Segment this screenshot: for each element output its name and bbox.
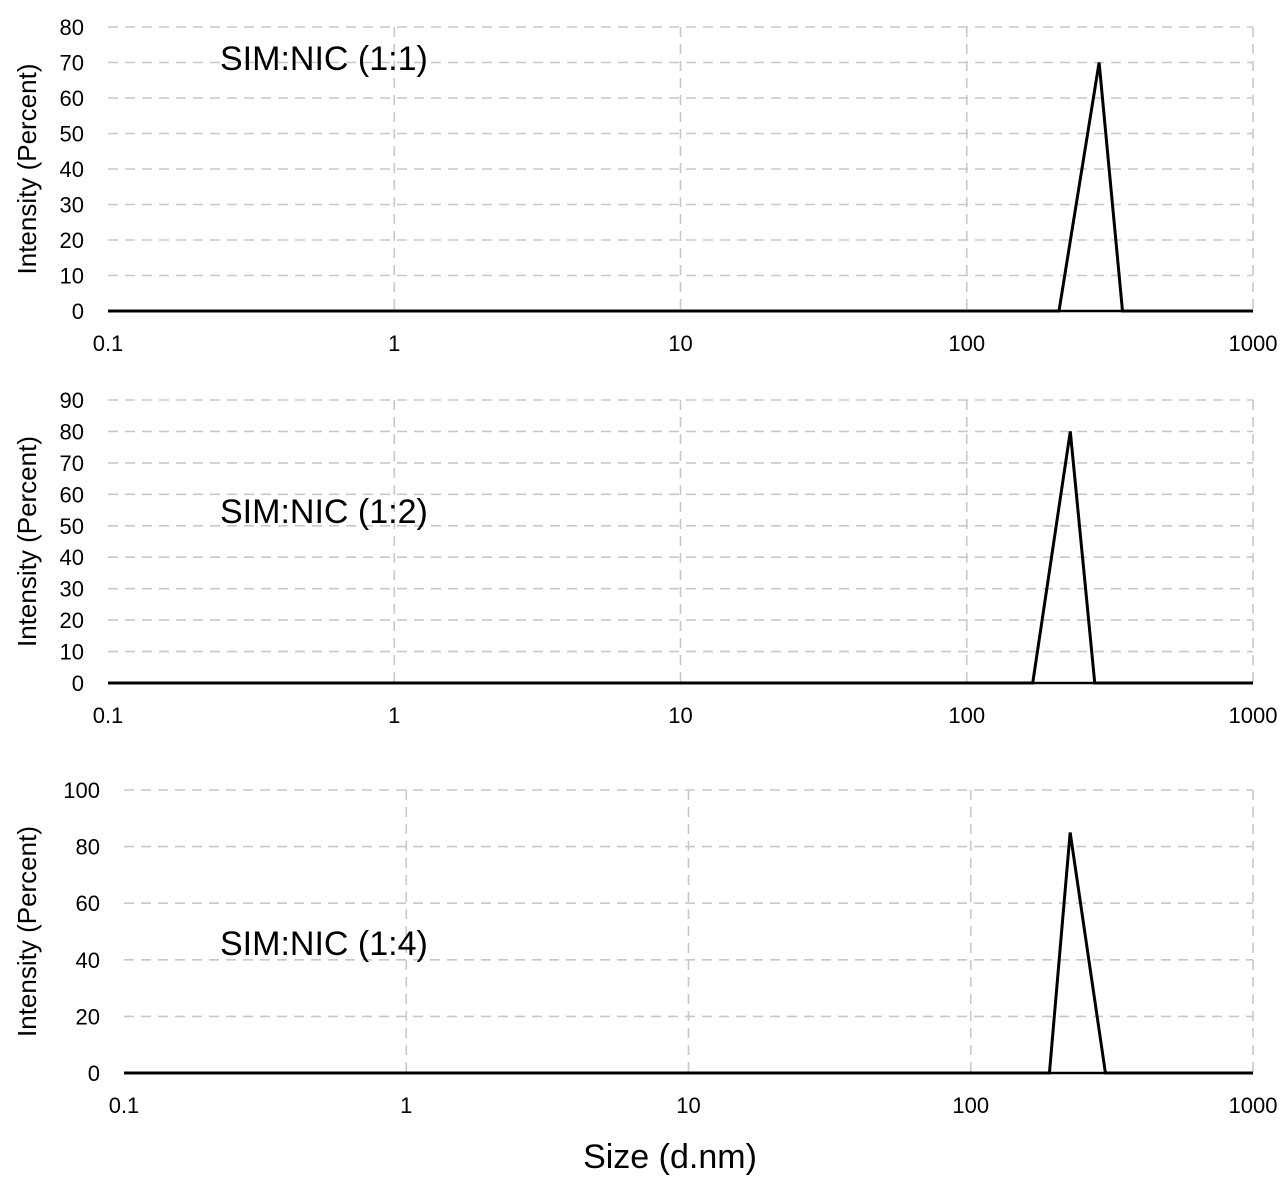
y-tick-label: 20: [60, 228, 84, 253]
x-tick-label: 1: [388, 331, 400, 356]
x-tick-label: 1000: [1229, 703, 1278, 728]
x-tick-label: 100: [948, 703, 985, 728]
y-tick-label: 70: [60, 51, 84, 76]
y-tick-label: 0: [72, 299, 84, 324]
x-axis-label: Size (d.nm): [583, 1138, 757, 1176]
y-tick-label: 50: [60, 122, 84, 147]
y-tick-label: 90: [60, 388, 84, 413]
x-tick-label: 10: [668, 331, 692, 356]
series-line-1: [108, 62, 1253, 313]
y-tick-label: 30: [60, 577, 84, 602]
x-tick-label: 1: [400, 1093, 412, 1118]
x-tick-label: 1: [388, 703, 400, 728]
y-tick-label: 100: [63, 778, 100, 803]
y-tick-label: 10: [60, 640, 84, 665]
y-axis-label: Intensity (Percent): [12, 826, 42, 1037]
series-line-1: [108, 431, 1253, 685]
x-tick-label: 100: [952, 1093, 989, 1118]
x-tick-label: 10: [668, 703, 692, 728]
y-tick-label: 30: [60, 193, 84, 218]
y-tick-label: 0: [72, 671, 84, 696]
x-tick-label: 10: [676, 1093, 700, 1118]
y-tick-label: 60: [76, 891, 100, 916]
y-tick-label: 60: [60, 86, 84, 111]
series-line-1: [124, 832, 1253, 1075]
y-tick-label: 70: [60, 451, 84, 476]
y-tick-label: 0: [88, 1061, 100, 1086]
y-axis-label: Intensity (Percent): [12, 436, 42, 647]
y-tick-label: 50: [60, 514, 84, 539]
y-tick-label: 20: [60, 608, 84, 633]
sample-label: SIM:NIC (1:1): [220, 40, 428, 78]
y-tick-label: 40: [60, 157, 84, 182]
y-tick-label: 40: [60, 545, 84, 570]
y-tick-label: 80: [60, 419, 84, 444]
x-tick-label: 0.1: [109, 1093, 140, 1118]
y-tick-label: 20: [76, 1004, 100, 1029]
chart-panel-1: 0 10 20 30 40 50 60 70 80 0.1 1 10 100 1000 Intensity …: [12, 15, 1277, 356]
sample-label: SIM:NIC (1:2): [220, 493, 428, 531]
chart-panel-2: 0 10 20 30 40 50 60 70 80 90 0.1 1 10 100 1000 Intensit…: [12, 388, 1277, 728]
x-tick-label: 1000: [1229, 1093, 1278, 1118]
x-tick-label: 0.1: [93, 703, 124, 728]
y-axis-label: Intensity (Percent): [12, 64, 42, 275]
x-tick-label: 100: [948, 331, 985, 356]
y-tick-label: 60: [60, 482, 84, 507]
x-tick-label: 1000: [1229, 331, 1278, 356]
y-tick-label: 10: [60, 264, 84, 289]
sample-label: SIM:NIC (1:4): [220, 925, 428, 963]
y-tick-label: 80: [76, 835, 100, 860]
y-tick-label: 80: [60, 15, 84, 40]
x-tick-label: 0.1: [93, 331, 124, 356]
chart-panel-3: 0 20 40 60 80 100 0.1 1 10 100 1000 Intensity (Perc…: [12, 778, 1277, 1118]
y-tick-label: 40: [76, 948, 100, 973]
